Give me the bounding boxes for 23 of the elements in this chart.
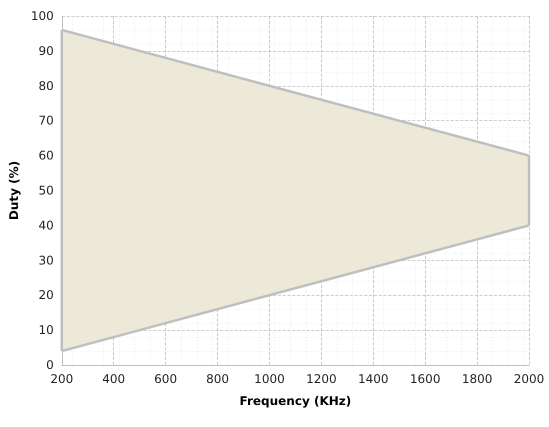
y-tick-label: 10	[38, 323, 54, 338]
y-tick-label: 0	[46, 358, 54, 372]
x-tick-label: 1600	[410, 372, 440, 386]
x-tick-label: 1800	[462, 372, 492, 386]
y-axis-title: Duty (%)	[7, 160, 21, 220]
y-tick-label: 60	[38, 148, 54, 163]
x-axis-title: Frequency (KHz)	[240, 394, 352, 408]
y-tick-label: 50	[38, 184, 54, 198]
y-tick-label: 30	[38, 253, 54, 268]
x-tick-label: 1000	[254, 372, 285, 386]
x-tick-label: 1200	[306, 372, 337, 386]
x-tick-label: 800	[206, 372, 229, 386]
x-tick-label: 600	[154, 372, 178, 386]
x-tick-label: 2000	[514, 372, 544, 386]
x-tick-label: 200	[50, 372, 74, 386]
y-tick-label: 40	[38, 218, 54, 232]
y-tick-label: 70	[38, 114, 54, 128]
x-tick-label: 1400	[358, 372, 389, 386]
y-tick-label: 90	[38, 44, 54, 58]
y-tick-label: 80	[38, 78, 54, 93]
y-tick-label: 20	[38, 288, 54, 302]
y-tick-label: 100	[30, 9, 54, 23]
x-tick-label: 400	[102, 372, 126, 386]
